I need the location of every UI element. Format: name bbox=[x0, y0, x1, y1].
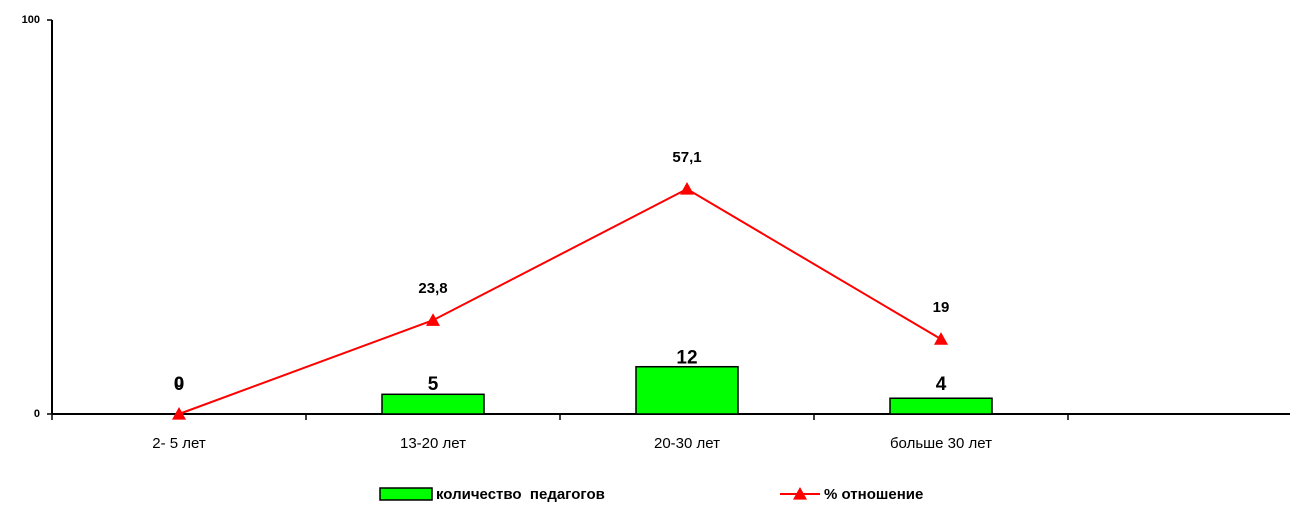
line-value-label: 57,1 bbox=[672, 149, 701, 166]
bar-value-label: 0 bbox=[174, 374, 185, 395]
bar bbox=[635, 365, 739, 415]
line-marker bbox=[680, 182, 694, 195]
legend-label: % отношение bbox=[824, 486, 923, 503]
legend-marker bbox=[793, 487, 807, 500]
bar bbox=[889, 397, 993, 415]
x-tick-label: больше 30 лет bbox=[890, 435, 992, 452]
x-tick-label: 13-20 лет bbox=[400, 435, 466, 452]
x-tick-label: 2- 5 лет bbox=[152, 435, 206, 452]
line-value-label: 19 bbox=[933, 299, 950, 316]
bar bbox=[381, 393, 485, 415]
y-tick-label: 100 bbox=[22, 14, 40, 26]
line-marker bbox=[172, 407, 186, 420]
line-value-label: 0 bbox=[175, 374, 183, 391]
line-marker bbox=[934, 332, 948, 345]
line bbox=[178, 187, 942, 415]
x-tick-label: 20-30 лет bbox=[654, 435, 720, 452]
legend-label: количество педагогов bbox=[436, 486, 605, 503]
line-value-label: 23,8 bbox=[418, 280, 447, 297]
line-marker bbox=[426, 313, 440, 326]
bar-value-label: 4 bbox=[936, 374, 947, 395]
bar-value-label: 5 bbox=[428, 374, 439, 395]
y-tick-label: 0 bbox=[34, 408, 40, 420]
legend-swatch bbox=[379, 487, 433, 501]
bar-value-label: 12 bbox=[676, 348, 697, 369]
